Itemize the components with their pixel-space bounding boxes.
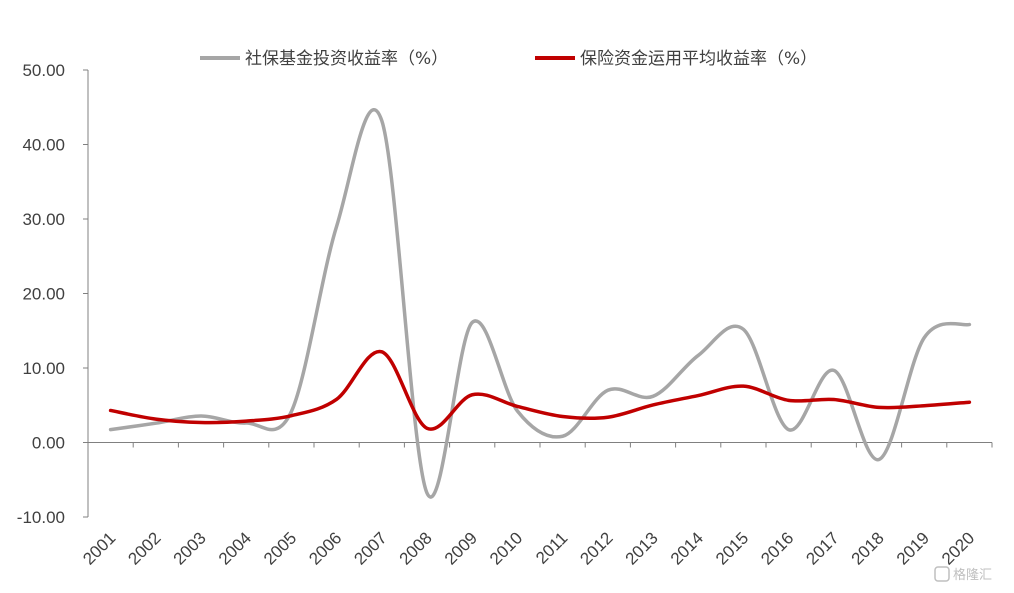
x-tick-label: 2010 bbox=[486, 528, 526, 568]
x-tick-label: 2019 bbox=[893, 528, 933, 568]
x-tick-label: 2014 bbox=[667, 528, 707, 568]
y-tick-label: 0.00 bbox=[32, 434, 65, 453]
x-tick-label: 2015 bbox=[712, 528, 752, 568]
x-tick-label: 2020 bbox=[938, 528, 978, 568]
watermark: 格隆汇 bbox=[934, 566, 992, 583]
x-axis-ticks: 2001 2002 2003 2004 2005 2006 2007 2008 2009 2010… bbox=[79, 442, 993, 569]
x-tick-label: 2018 bbox=[848, 528, 888, 568]
x-tick-label: 2005 bbox=[260, 528, 300, 568]
x-tick-label: 2006 bbox=[305, 528, 345, 568]
x-tick-label: 2003 bbox=[170, 528, 210, 568]
y-tick-label: 30.00 bbox=[22, 210, 65, 229]
g-logo-icon bbox=[934, 566, 950, 582]
series-line-2 bbox=[108, 350, 972, 431]
watermark-text: 格隆汇 bbox=[953, 567, 992, 583]
legend: 社保基金投资收益率（%） 保险资金运用平均收益率（%） bbox=[200, 49, 817, 69]
y-tick-label: 20.00 bbox=[22, 285, 65, 304]
legend-label-series-2: 保险资金运用平均收益率（%） bbox=[580, 49, 817, 69]
x-tick-label: 2016 bbox=[757, 528, 797, 568]
x-tick-label: 2004 bbox=[215, 528, 255, 568]
x-tick-label: 2012 bbox=[576, 528, 616, 568]
x-tick-label: 2007 bbox=[350, 528, 390, 568]
y-tick-label: -10.00 bbox=[17, 508, 65, 527]
x-tick-label: 2002 bbox=[124, 528, 164, 568]
x-tick-label: 2009 bbox=[441, 528, 481, 568]
y-axis-ticks: 50.00 40.00 30.00 20.00 10.00 0.00 -10.00 bbox=[17, 61, 88, 527]
y-tick-label: 10.00 bbox=[22, 359, 65, 378]
x-tick-label: 2013 bbox=[622, 528, 662, 568]
y-tick-label: 40.00 bbox=[22, 136, 65, 155]
y-tick-label: 50.00 bbox=[22, 61, 65, 80]
legend-label-series-1: 社保基金投资收益率（%） bbox=[245, 49, 448, 69]
x-tick-label: 2001 bbox=[79, 528, 119, 568]
x-tick-label: 2011 bbox=[532, 528, 571, 567]
axes bbox=[87, 70, 992, 517]
x-tick-label: 2008 bbox=[396, 528, 436, 568]
x-tick-label: 2017 bbox=[802, 528, 842, 568]
series-lines bbox=[108, 108, 972, 499]
series-line-1 bbox=[108, 108, 972, 499]
